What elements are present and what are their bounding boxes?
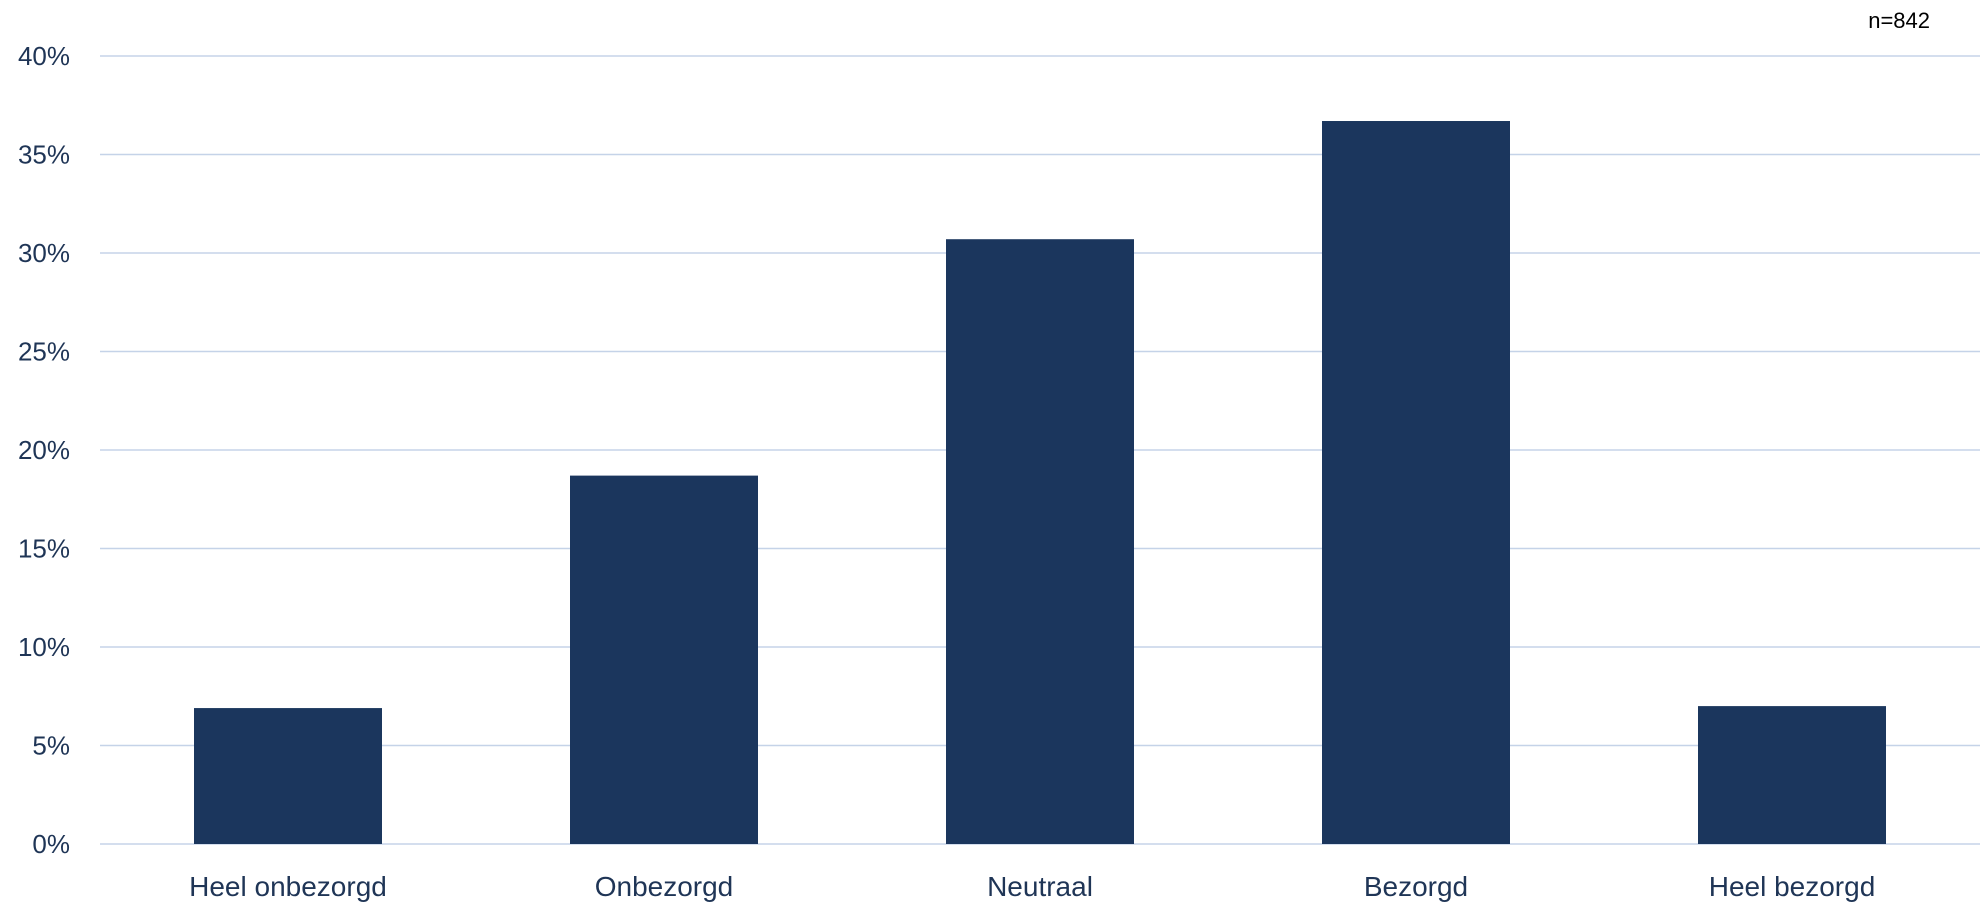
y-tick-label: 30% [18, 238, 70, 268]
bars [194, 121, 1886, 844]
bar-bezorgd [1322, 121, 1510, 844]
y-tick-label: 25% [18, 337, 70, 367]
y-tick-label: 0% [32, 829, 70, 859]
y-axis-tick-labels: 0% 5% 10% 15% 20% 25% 30% 35% 40% [18, 41, 70, 859]
y-tick-label: 5% [32, 731, 70, 761]
x-tick-label: Heel onbezorgd [189, 871, 387, 902]
x-axis-tick-labels: Heel onbezorgd Onbezorgd Neutraal Bezorgd He… [189, 871, 1875, 902]
x-tick-label: Neutraal [987, 871, 1093, 902]
y-tick-label: 20% [18, 435, 70, 465]
y-tick-label: 35% [18, 140, 70, 170]
x-tick-label: Heel bezorgd [1709, 871, 1876, 902]
x-tick-label: Bezorgd [1364, 871, 1468, 902]
y-tick-label: 15% [18, 534, 70, 564]
bar-heel-onbezorgd [194, 708, 382, 844]
y-tick-label: 10% [18, 632, 70, 662]
bar-neutraal [946, 239, 1134, 844]
x-tick-label: Onbezorgd [595, 871, 734, 902]
bar-heel-bezorgd [1698, 706, 1886, 844]
y-tick-label: 40% [18, 41, 70, 71]
sample-size-annotation: n=842 [1868, 8, 1930, 33]
bar-onbezorgd [570, 475, 758, 844]
